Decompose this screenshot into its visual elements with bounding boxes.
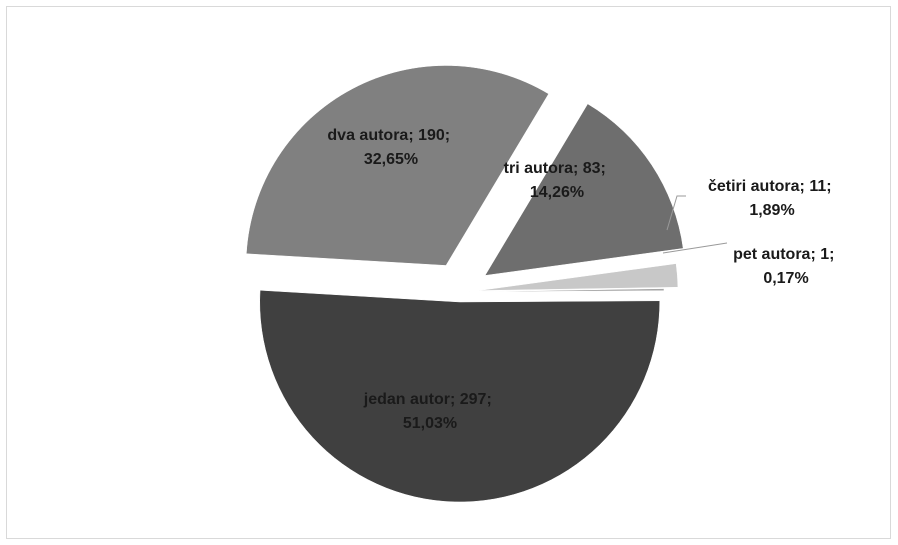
slice-dva-autora — [246, 65, 549, 266]
leader-line-pet-autora — [662, 242, 728, 254]
leader-line-cetiri-autora — [666, 195, 686, 231]
slice-tri-autora — [484, 103, 684, 276]
pie-slices — [246, 65, 684, 503]
slice-jedan-autor — [259, 290, 660, 503]
leader-lines — [662, 195, 728, 254]
slice-labels: jedan autor; 297; 51,03% dva autora; 190… — [327, 127, 839, 432]
slice-label-tri-autora: tri autora; 83; 14,26% — [504, 160, 611, 201]
slice-label-pet-autora: pet autora; 1; 0,17% — [733, 246, 839, 287]
slice-cetiri-autora — [477, 263, 679, 291]
slice-label-dva-autora: dva autora; 190; 32,65% — [327, 127, 454, 168]
slice-label-jedan-autor: jedan autor; 297; 51,03% — [363, 391, 496, 432]
slice-label-cetiri-autora: četiri autora; 11; 1,89% — [708, 178, 836, 219]
slice-pet-autora — [463, 288, 665, 293]
